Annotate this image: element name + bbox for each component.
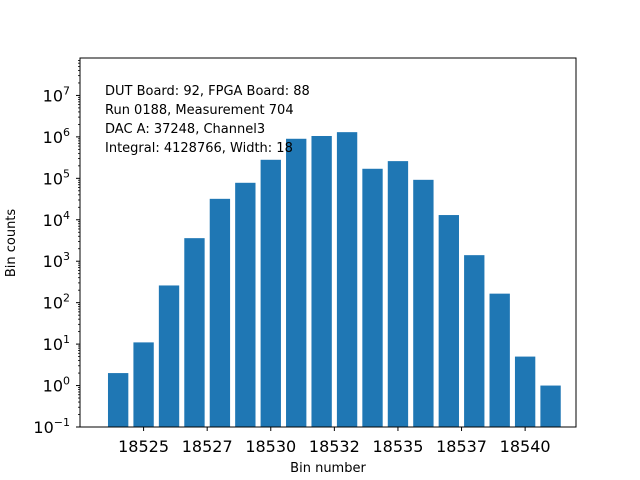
x-tick-label: 18532: [309, 437, 360, 456]
x-tick-label: 18525: [118, 437, 169, 456]
plot-frame: [79, 57, 577, 428]
bar: [286, 138, 307, 427]
annotation-line: DAC A: 37248, Channel3: [105, 122, 265, 137]
bar: [235, 182, 256, 427]
bar: [158, 285, 180, 427]
y-tick-label: 10−1: [33, 416, 70, 437]
annotation-block: DUT Board: 92, FPGA Board: 88 Run 0188, M…: [105, 84, 310, 156]
bar: [184, 238, 205, 427]
y-tick-label: 102: [43, 292, 70, 313]
x-tick-label: 18530: [245, 437, 296, 456]
y-tick-label: 100: [43, 375, 70, 396]
bar: [514, 356, 536, 427]
y-axis-label: Bin counts: [4, 209, 19, 278]
bar: [413, 179, 434, 427]
x-axis-label: Bin number: [290, 461, 366, 476]
bar: [438, 215, 459, 427]
bar: [540, 385, 561, 427]
bar: [362, 168, 383, 427]
bar: [260, 159, 281, 428]
x-tick-label: 18537: [436, 437, 487, 456]
y-tick-label: 107: [43, 84, 70, 105]
x-tick-label: 18527: [182, 437, 233, 456]
x-tick-label: 18535: [372, 437, 423, 456]
bar: [336, 132, 358, 427]
y-tick-label: 103: [43, 250, 70, 271]
bar: [209, 198, 231, 427]
bar: [464, 255, 485, 427]
y-axis-ticks: 10−1 100 101 102 103 104 105 106 107: [33, 60, 80, 437]
bar: [107, 373, 129, 427]
annotation-line: Integral: 4128766, Width: 18: [105, 141, 293, 156]
x-axis-ticks: 18525 18527 18530 18532 18535 18537 18540: [118, 427, 551, 456]
bar: [311, 135, 332, 427]
y-tick-label: 104: [43, 209, 70, 230]
bar: [133, 342, 154, 427]
x-tick-label: 18540: [500, 437, 551, 456]
bar: [387, 161, 409, 428]
y-tick-label: 101: [43, 333, 70, 354]
y-tick-label: 106: [43, 126, 70, 147]
y-tick-label: 105: [43, 167, 70, 188]
annotation-line: Run 0188, Measurement 704: [105, 103, 294, 118]
bar: [489, 293, 510, 427]
annotation-line: DUT Board: 92, FPGA Board: 88: [105, 84, 310, 99]
bars-group: [107, 132, 561, 428]
